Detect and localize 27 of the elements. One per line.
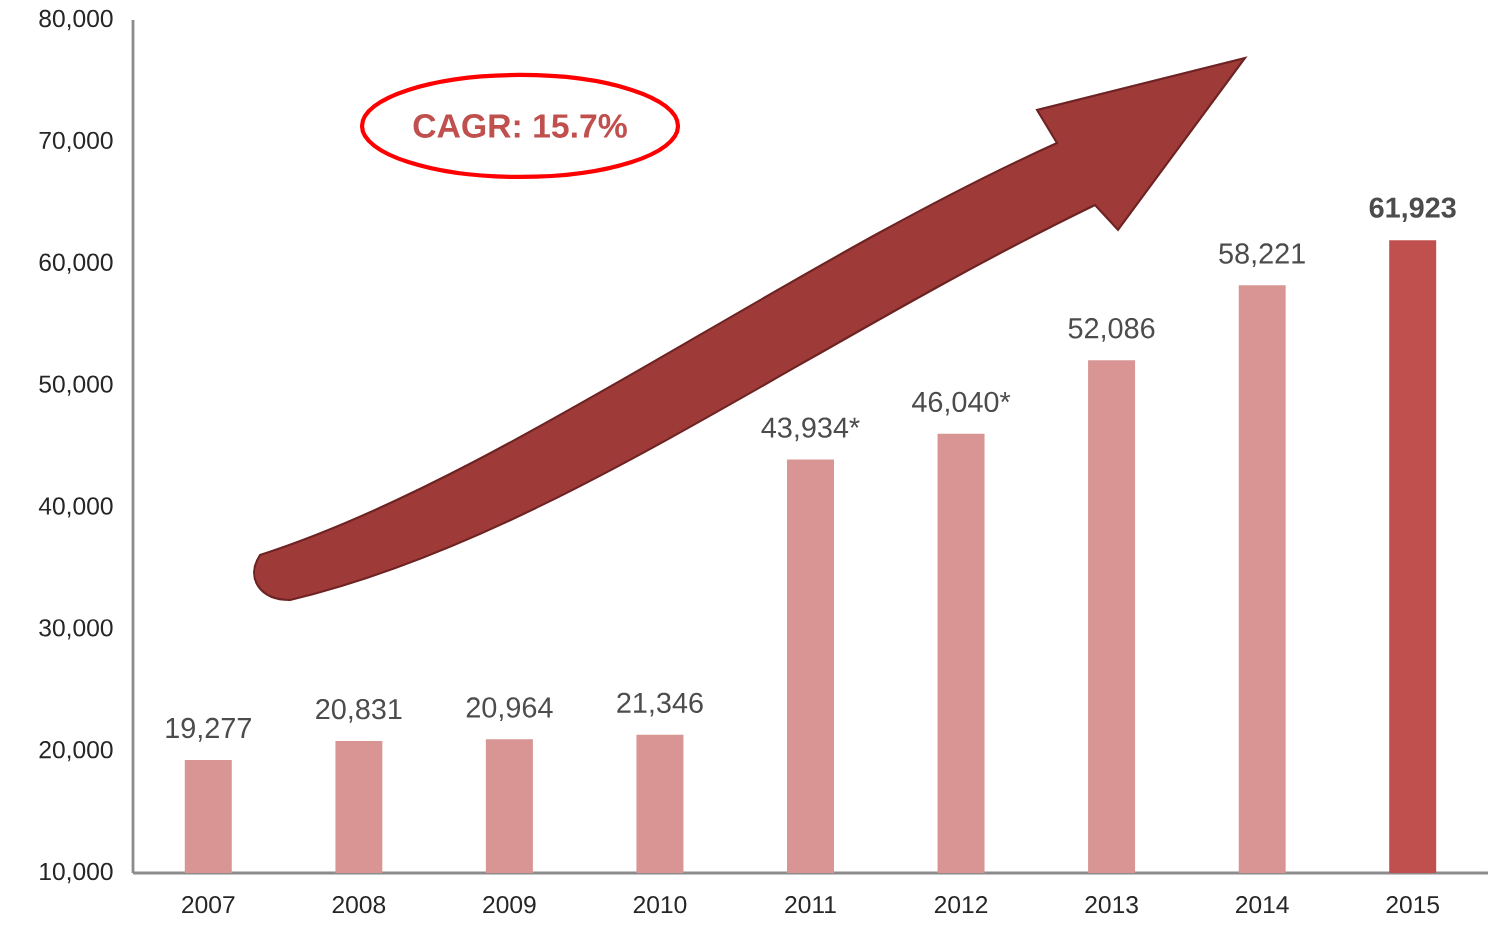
data-label: 43,934* xyxy=(761,417,860,442)
y-tick-label: 40,000 xyxy=(38,497,113,518)
data-label: 21,346 xyxy=(617,692,703,717)
data-label: 20,831 xyxy=(316,698,402,723)
y-tick-label: 30,000 xyxy=(39,619,113,640)
x-tick-label: 2009 xyxy=(483,895,536,914)
x-tick-label: 2012 xyxy=(934,895,988,914)
x-tick-label: 2008 xyxy=(332,895,386,914)
x-tick-label: 2007 xyxy=(182,895,235,914)
y-tick-label: 70,000 xyxy=(39,131,113,153)
y-tick-label: 50,000 xyxy=(39,375,113,396)
data-label: 61,923 xyxy=(1369,197,1456,223)
x-tick-label: 2014 xyxy=(1235,895,1289,914)
x-tick-label: 2015 xyxy=(1386,895,1439,914)
annotation: CAGR: 15.7% xyxy=(413,114,627,138)
data-label: 52,086 xyxy=(1068,318,1155,342)
x-tick-label: 2011 xyxy=(785,895,836,914)
data-label: 20,964 xyxy=(466,697,553,722)
x-tick-label: 2010 xyxy=(633,895,687,914)
y-tick-label: 20,000 xyxy=(39,741,113,762)
y-tick-label: 60,000 xyxy=(39,253,113,274)
data-label: 19,277 xyxy=(166,717,251,742)
y-tick-label: 80,000 xyxy=(39,9,113,31)
y-tick-label: 10,000 xyxy=(40,862,113,884)
data-label: 46,040* xyxy=(912,391,1011,416)
x-tick-label: 2013 xyxy=(1085,895,1138,914)
data-label: 58,221 xyxy=(1219,243,1305,268)
